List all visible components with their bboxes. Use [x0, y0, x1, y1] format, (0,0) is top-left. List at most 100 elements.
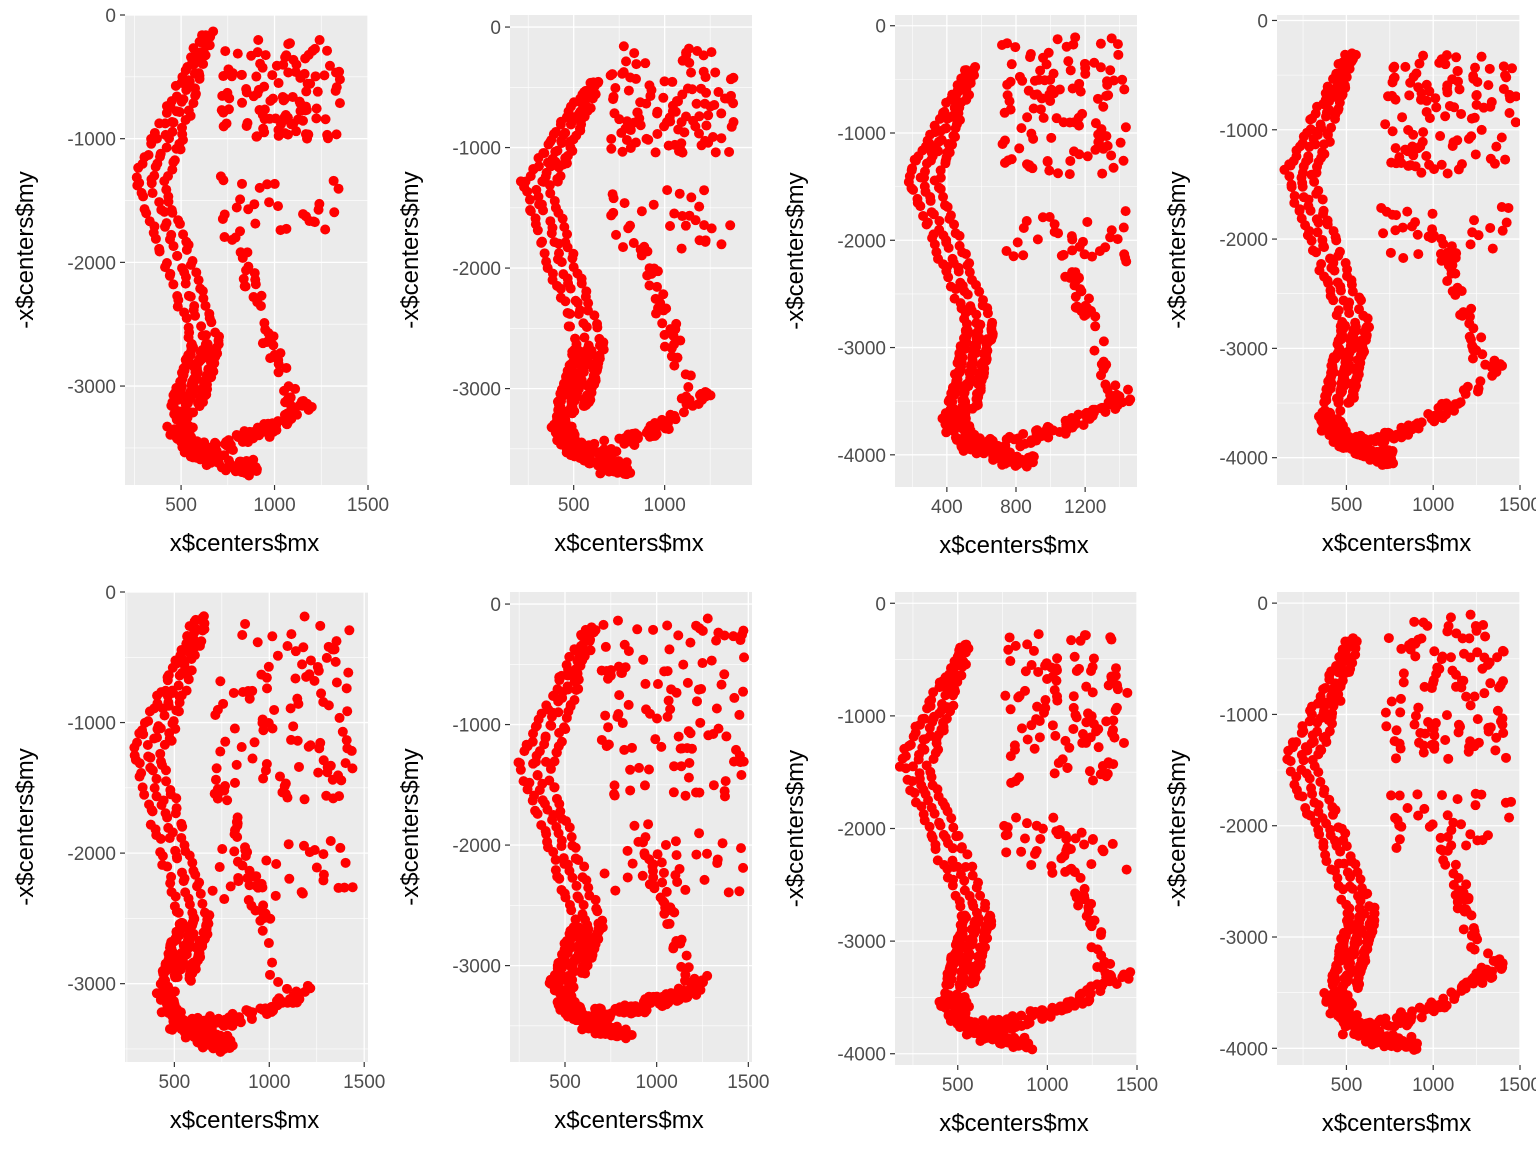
data-point [1079, 58, 1090, 69]
data-point [333, 183, 344, 194]
data-point [1478, 102, 1489, 113]
data-point [1106, 33, 1117, 44]
data-point [570, 842, 581, 853]
data-point [1038, 112, 1049, 123]
data-point [934, 113, 945, 124]
data-point [1421, 150, 1432, 161]
data-point [1014, 691, 1025, 702]
data-point [1121, 256, 1132, 267]
data-point [971, 882, 982, 893]
data-point [233, 872, 244, 883]
data-point [625, 220, 636, 231]
data-point [565, 990, 576, 1001]
data-point [669, 360, 680, 371]
data-point [619, 744, 630, 755]
data-point [1507, 63, 1518, 74]
data-point [571, 685, 582, 696]
data-point [636, 206, 647, 217]
data-point [651, 281, 662, 292]
data-point [924, 722, 935, 733]
data-point [1033, 666, 1044, 677]
data-point [641, 98, 652, 109]
data-point [1097, 168, 1108, 179]
data-point [1313, 217, 1324, 228]
data-point [1010, 42, 1021, 53]
data-point [277, 787, 288, 798]
points-layer [895, 629, 1136, 1055]
data-point [700, 72, 711, 83]
data-point [1416, 167, 1427, 178]
data-point [1333, 250, 1344, 261]
y-tick-label: -4000 [1219, 449, 1268, 470]
data-point [258, 907, 269, 918]
data-point [1120, 206, 1131, 217]
data-point [147, 806, 158, 817]
data-point [658, 92, 669, 103]
data-point [1435, 131, 1446, 142]
data-point [334, 66, 345, 77]
data-point [184, 407, 195, 418]
data-point [1035, 65, 1046, 76]
data-point [310, 71, 321, 82]
data-point [661, 886, 672, 897]
data-point [599, 435, 610, 446]
data-point [206, 1038, 217, 1049]
data-point [682, 83, 693, 94]
scatter-panel-3: 400 800 12000-1000-2000-3000-4000x$centers… [782, 15, 1137, 559]
data-point [185, 444, 196, 455]
data-point [683, 382, 694, 393]
data-point [588, 627, 599, 638]
data-point [652, 713, 663, 724]
data-point [734, 886, 745, 897]
data-point [1331, 235, 1342, 246]
x-axis-title: x$centers$mx [939, 532, 1088, 559]
data-point [1305, 205, 1316, 216]
data-point [134, 728, 145, 739]
data-point [342, 706, 353, 717]
data-point [180, 398, 191, 409]
data-point [1073, 273, 1084, 284]
data-point [676, 117, 687, 128]
data-point [1026, 660, 1037, 671]
data-point [266, 1002, 277, 1013]
data-point [305, 740, 316, 751]
data-point [668, 330, 679, 341]
data-point [666, 351, 677, 362]
data-point [638, 654, 649, 665]
data-point [583, 882, 594, 893]
data-point [701, 87, 712, 98]
data-point [176, 406, 187, 417]
data-point [686, 192, 697, 203]
data-point [284, 873, 295, 884]
data-point [248, 426, 259, 437]
data-point [1476, 51, 1487, 62]
data-point [170, 80, 181, 91]
data-point [573, 855, 584, 866]
data-point [171, 414, 182, 425]
y-tick-label: 0 [875, 594, 886, 615]
data-point [711, 703, 722, 714]
data-point [527, 795, 538, 806]
scatter-panel-1: 500 1000 15000-1000-2000-3000x$centers$mx-… [12, 6, 389, 557]
data-point [241, 83, 252, 94]
data-point [160, 765, 171, 776]
data-point [716, 239, 727, 250]
data-point [965, 1025, 976, 1036]
data-point [1442, 276, 1453, 287]
points-layer [515, 41, 739, 480]
data-point [985, 433, 996, 444]
data-point [273, 78, 284, 89]
data-point [554, 727, 565, 738]
data-point [1385, 247, 1396, 258]
data-point [172, 972, 183, 983]
data-point [943, 139, 954, 150]
data-point [321, 652, 332, 663]
data-point [938, 191, 949, 202]
data-point [645, 90, 656, 101]
data-point [663, 424, 674, 435]
data-point [132, 180, 143, 191]
data-point [1386, 157, 1397, 168]
data-point [1317, 194, 1328, 205]
data-point [1023, 1014, 1034, 1025]
x-tick-label: 500 [1331, 495, 1363, 516]
